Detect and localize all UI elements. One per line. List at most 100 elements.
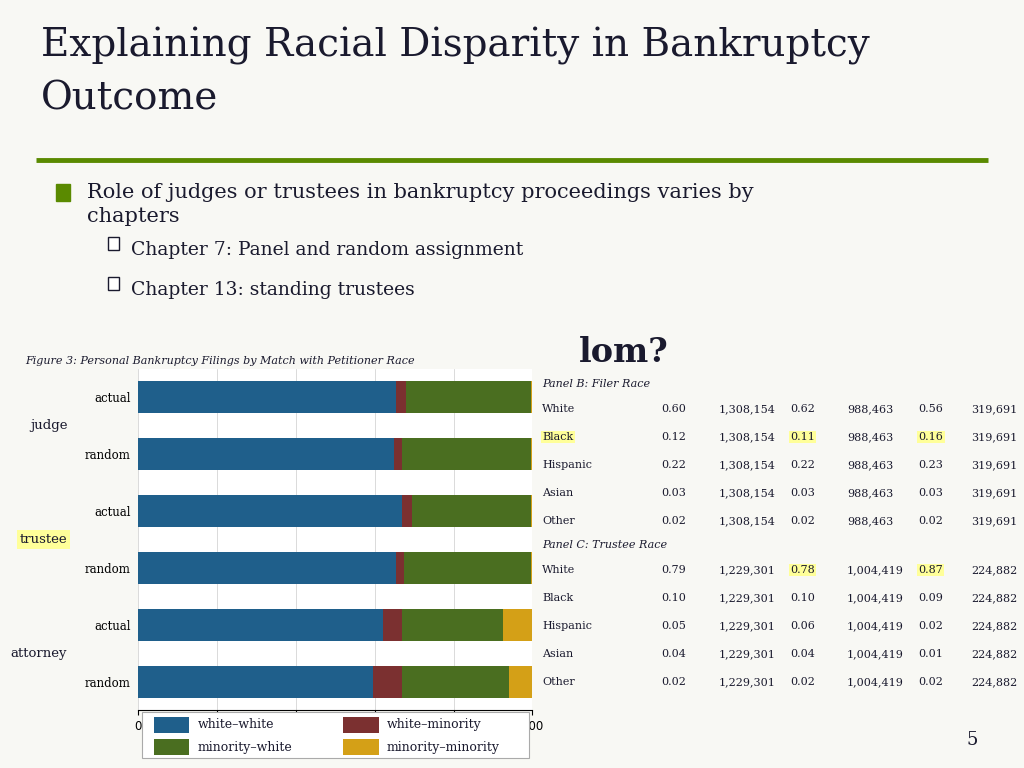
Text: Hispanic: Hispanic (543, 621, 592, 631)
Text: 224,882: 224,882 (971, 677, 1017, 687)
Bar (503, 609, 532, 641)
Text: Chapter 7: Panel and random assignment: Chapter 7: Panel and random assignment (131, 241, 523, 259)
Text: minority–white: minority–white (198, 741, 292, 754)
Text: 1,229,301: 1,229,301 (719, 621, 775, 631)
Text: 319,691: 319,691 (971, 432, 1017, 442)
Bar (402, 495, 413, 527)
Bar (396, 552, 404, 584)
Text: 1,308,154: 1,308,154 (719, 404, 775, 414)
Text: 1,004,419: 1,004,419 (847, 621, 904, 631)
Text: 224,882: 224,882 (971, 649, 1017, 659)
Text: 224,882: 224,882 (971, 593, 1017, 603)
Text: 0.87: 0.87 (919, 564, 943, 574)
Text: 0.04: 0.04 (662, 649, 686, 659)
Text: Explaining Racial Disparity in Bankruptcy: Explaining Racial Disparity in Bankruptc… (41, 27, 869, 65)
Text: 5: 5 (967, 731, 978, 749)
Bar (56, 184, 70, 201)
Text: 0.60: 0.60 (662, 404, 686, 414)
Text: 0.06: 0.06 (790, 621, 815, 631)
Text: 0.01: 0.01 (919, 649, 943, 659)
Text: trustee: trustee (19, 533, 68, 546)
Bar (138, 552, 396, 584)
Text: White: White (543, 564, 575, 574)
Text: attorney: attorney (11, 647, 68, 660)
Text: 224,882: 224,882 (971, 621, 1017, 631)
Text: white–minority: white–minority (387, 718, 481, 731)
Text: 224,882: 224,882 (971, 564, 1017, 574)
Text: 0.04: 0.04 (790, 649, 815, 659)
Bar (138, 439, 394, 470)
Text: Asian: Asian (543, 488, 573, 498)
Text: Asian: Asian (543, 649, 573, 659)
Text: 0.02: 0.02 (919, 621, 943, 631)
Text: 319,691: 319,691 (971, 404, 1017, 414)
Text: Black: Black (543, 432, 573, 442)
Text: Other: Other (543, 677, 575, 687)
Text: 1,004,419: 1,004,419 (847, 677, 904, 687)
Bar (154, 717, 189, 733)
Text: 0.02: 0.02 (919, 516, 943, 526)
Text: 988,463: 988,463 (847, 460, 893, 470)
Text: 0.10: 0.10 (662, 593, 686, 603)
Text: 1,229,301: 1,229,301 (719, 593, 775, 603)
Text: 988,463: 988,463 (847, 432, 893, 442)
Bar (154, 740, 189, 756)
Text: judge: judge (30, 419, 68, 432)
Bar (402, 609, 503, 641)
Text: 1,004,419: 1,004,419 (847, 649, 904, 659)
Bar (530, 552, 532, 584)
X-axis label: percent: percent (311, 739, 359, 752)
Bar (138, 495, 402, 527)
Text: 0.11: 0.11 (790, 432, 815, 442)
Bar (530, 495, 532, 527)
Bar (413, 495, 530, 527)
Bar (383, 609, 402, 641)
Text: 1,004,419: 1,004,419 (847, 593, 904, 603)
Text: 0.16: 0.16 (919, 432, 943, 442)
Text: 319,691: 319,691 (971, 516, 1017, 526)
Text: 1,229,301: 1,229,301 (719, 564, 775, 574)
Text: 0.09: 0.09 (919, 593, 943, 603)
Bar (394, 439, 402, 470)
Text: 319,691: 319,691 (971, 488, 1017, 498)
Text: Role of judges or trustees in bankruptcy proceedings varies by: Role of judges or trustees in bankruptcy… (87, 183, 754, 202)
Bar (138, 609, 383, 641)
Text: 0.23: 0.23 (919, 460, 943, 470)
Bar (402, 667, 509, 697)
Text: minority–minority: minority–minority (387, 741, 500, 754)
Text: 988,463: 988,463 (847, 488, 893, 498)
Bar (509, 667, 532, 697)
Text: 1,308,154: 1,308,154 (719, 516, 775, 526)
Text: 0.62: 0.62 (790, 404, 815, 414)
Text: 0.10: 0.10 (790, 593, 815, 603)
Text: 1,308,154: 1,308,154 (719, 432, 775, 442)
Bar (402, 439, 530, 470)
Text: 0.02: 0.02 (662, 677, 686, 687)
Text: 0.79: 0.79 (662, 564, 686, 574)
Bar (530, 382, 532, 412)
Text: 1,229,301: 1,229,301 (719, 649, 775, 659)
Text: Hispanic: Hispanic (543, 460, 592, 470)
Text: 0.78: 0.78 (790, 564, 815, 574)
Text: 0.12: 0.12 (662, 432, 686, 442)
Text: 0.02: 0.02 (790, 516, 815, 526)
Bar (138, 667, 373, 697)
Text: white–white: white–white (198, 718, 273, 731)
Text: Panel C: Trustee Race: Panel C: Trustee Race (543, 539, 668, 550)
Text: Outcome: Outcome (41, 81, 218, 118)
Text: 0.03: 0.03 (790, 488, 815, 498)
Text: Black: Black (543, 593, 573, 603)
Text: 988,463: 988,463 (847, 516, 893, 526)
Bar (108, 276, 119, 290)
Text: 0.22: 0.22 (790, 460, 815, 470)
Bar (530, 439, 532, 470)
Text: 319,691: 319,691 (971, 460, 1017, 470)
Bar (407, 382, 530, 412)
Text: 0.02: 0.02 (919, 677, 943, 687)
Text: lom?: lom? (579, 336, 669, 369)
Text: 0.02: 0.02 (790, 677, 815, 687)
Text: 1,229,301: 1,229,301 (719, 677, 775, 687)
Text: 988,463: 988,463 (847, 404, 893, 414)
Text: Panel B: Filer Race: Panel B: Filer Race (543, 379, 650, 389)
Bar (373, 667, 402, 697)
